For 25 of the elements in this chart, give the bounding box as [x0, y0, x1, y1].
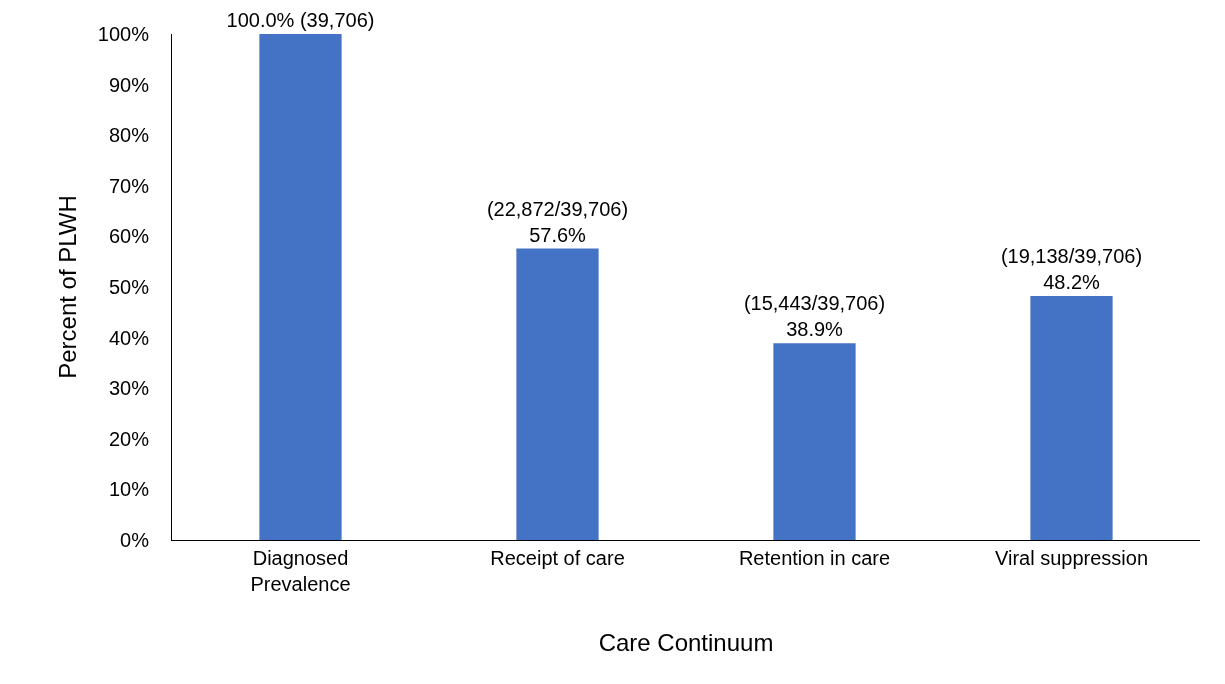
y-axis-title: Percent of PLWH: [53, 195, 81, 379]
data-label: 100.0% (39,706): [226, 9, 375, 31]
y-tick-label: 70%: [108, 174, 150, 197]
data-label: (19,138/39,706) 48.2%: [1000, 245, 1143, 294]
y-tick-label: 90%: [108, 73, 150, 96]
bar: [516, 248, 599, 540]
bar: [259, 34, 342, 540]
y-tick-label: 60%: [108, 225, 150, 248]
y-tick-label: 100%: [97, 23, 150, 45]
x-axis-title: Care Continuum: [598, 629, 774, 657]
x-tick-label: Receipt of care: [490, 547, 625, 569]
y-tick-label: 10%: [108, 478, 150, 501]
data-label: (22,872/39,706) 57.6%: [486, 197, 629, 246]
x-tick-label: Diagnosed Prevalence: [250, 547, 351, 595]
x-tick-label: Viral suppression: [994, 547, 1149, 569]
y-tick-label: 50%: [108, 276, 150, 298]
x-tick-label: Retention in care: [738, 547, 891, 569]
y-tick-label: 0%: [120, 529, 150, 551]
bar: [773, 343, 856, 540]
data-label: (15,443/39,706) 38.9%: [743, 292, 886, 341]
y-tick-label: 20%: [108, 427, 150, 450]
y-tick-label: 30%: [108, 377, 150, 400]
bar: [1030, 296, 1113, 540]
y-tick-label: 40%: [108, 326, 150, 349]
y-tick-label: 80%: [108, 124, 150, 147]
